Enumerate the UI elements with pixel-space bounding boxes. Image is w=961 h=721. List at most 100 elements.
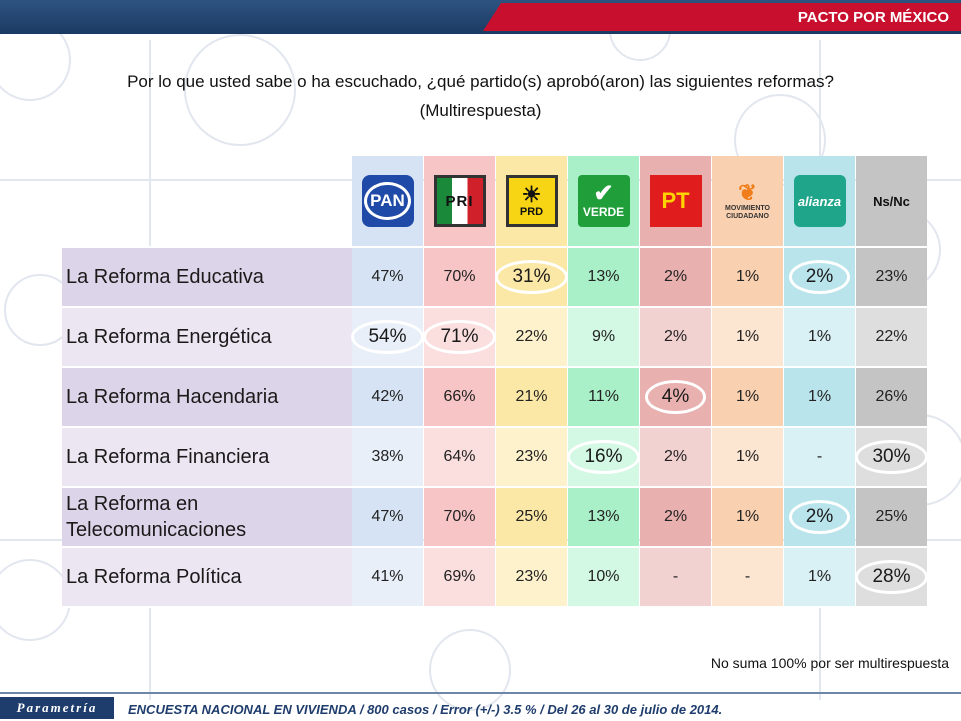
value-cell-verde: 11% xyxy=(568,368,639,426)
value-cell-prd: 22% xyxy=(496,308,567,366)
pan-logo-text: PAN xyxy=(364,182,411,220)
pan-logo-icon: PAN xyxy=(361,175,414,227)
table-row: La Reforma Energética 54% 71% 22% 9% 2% 1% 1% 22… xyxy=(62,308,928,368)
value-cell-nsnc: 30% xyxy=(855,428,928,486)
top-banner: PACTO POR MÉXICO xyxy=(0,0,961,34)
highlighted-value: 30% xyxy=(855,440,928,474)
results-table: PAN PRI ☀ PRD ✔ VERDE PT ❦ MOVIMIENTO CIUDAD… xyxy=(62,156,928,608)
table-row: La Reforma Hacendaria 42% 66% 21% 11% 4% 1% 1% 2… xyxy=(62,368,928,428)
mc-logo-line2: CIUDADANO xyxy=(726,213,769,220)
row-label: La Reforma Política xyxy=(62,548,352,606)
pri-logo-icon: PRI xyxy=(433,175,486,227)
footnote: No suma 100% por ser multirespuesta xyxy=(710,655,949,671)
value-cell-mc: - xyxy=(712,548,783,606)
value-cell-mc: 1% xyxy=(712,488,783,546)
highlighted-value: 71% xyxy=(423,320,496,354)
value-cell-na: - xyxy=(784,428,855,486)
header-prd: ☀ PRD xyxy=(496,156,567,246)
slide-title: PACTO POR MÉXICO xyxy=(483,3,961,31)
row-label: La Reforma Hacendaria xyxy=(62,368,352,426)
table-header-row: PAN PRI ☀ PRD ✔ VERDE PT ❦ MOVIMIENTO CIUDAD… xyxy=(62,156,928,248)
highlighted-value: 4% xyxy=(644,380,707,414)
question-note: (Multirespuesta) xyxy=(419,101,542,120)
value-cell-verde: 16% xyxy=(567,428,640,486)
table-row: La Reforma Financiera 38% 64% 23% 16% 2% 1% -30… xyxy=(62,428,928,488)
row-label: La Reforma Financiera xyxy=(62,428,352,486)
value-cell-nsnc: 23% xyxy=(856,248,927,306)
value-cell-na: 1% xyxy=(784,548,855,606)
value-cell-verde: 13% xyxy=(568,488,639,546)
value-cell-pri: 64% xyxy=(424,428,495,486)
table-row: La Reforma Educativa 47% 70% 31% 13% 2% 1% 2% 23… xyxy=(62,248,928,308)
value-cell-pri: 66% xyxy=(424,368,495,426)
value-cell-pri: 70% xyxy=(424,248,495,306)
header-nsnc: Ns/Nc xyxy=(856,156,927,246)
value-cell-nsnc: 22% xyxy=(856,308,927,366)
value-cell-na: 2% xyxy=(784,488,855,546)
value-cell-pri: 71% xyxy=(423,308,496,366)
header-na: alianza xyxy=(784,156,855,246)
value-cell-pt: 2% xyxy=(640,248,711,306)
value-cell-pan: 42% xyxy=(352,368,423,426)
highlighted-value: 2% xyxy=(788,260,851,294)
value-cell-pt: 2% xyxy=(640,308,711,366)
value-cell-mc: 1% xyxy=(712,308,783,366)
value-cell-pan: 47% xyxy=(352,488,423,546)
brand-logo: Parametría xyxy=(0,697,114,719)
value-cell-prd: 31% xyxy=(495,248,568,306)
verde-logo-icon: ✔ VERDE xyxy=(577,175,630,227)
verde-logo-text: VERDE xyxy=(582,205,625,219)
header-verde: ✔ VERDE xyxy=(568,156,639,246)
value-cell-nsnc: 26% xyxy=(856,368,927,426)
highlighted-value: 28% xyxy=(855,560,928,594)
value-cell-pan: 38% xyxy=(352,428,423,486)
question-text: Por lo que usted sabe o ha escuchado, ¿q… xyxy=(127,72,834,91)
value-cell-pri: 70% xyxy=(424,488,495,546)
value-cell-pt: 2% xyxy=(640,488,711,546)
pt-logo-icon: PT xyxy=(649,175,702,227)
header-pri: PRI xyxy=(424,156,495,246)
highlighted-value: 31% xyxy=(495,260,568,294)
value-cell-na: 2% xyxy=(784,248,855,306)
highlighted-value: 54% xyxy=(351,320,424,354)
value-cell-prd: 21% xyxy=(496,368,567,426)
value-cell-mc: 1% xyxy=(712,368,783,426)
value-cell-verde: 10% xyxy=(568,548,639,606)
survey-info: ENCUESTA NACIONAL EN VIVIENDA / 800 caso… xyxy=(128,702,723,717)
header-pt: PT xyxy=(640,156,711,246)
value-cell-pt: 4% xyxy=(640,368,711,426)
highlighted-value: 16% xyxy=(567,440,640,474)
value-cell-pt: - xyxy=(640,548,711,606)
value-cell-na: 1% xyxy=(784,368,855,426)
value-cell-prd: 23% xyxy=(496,548,567,606)
highlighted-value: 2% xyxy=(788,500,851,534)
value-cell-pt: 2% xyxy=(640,428,711,486)
value-cell-pan: 47% xyxy=(352,248,423,306)
footer-divider xyxy=(0,692,961,694)
header-pan: PAN xyxy=(352,156,423,246)
value-cell-pan: 41% xyxy=(352,548,423,606)
value-cell-mc: 1% xyxy=(712,428,783,486)
value-cell-na: 1% xyxy=(784,308,855,366)
value-cell-prd: 25% xyxy=(496,488,567,546)
value-cell-nsnc: 28% xyxy=(855,548,928,606)
table-row: La Reforma Política 41% 69% 23% 10% - -1% 28% xyxy=(62,548,928,608)
value-cell-prd: 23% xyxy=(496,428,567,486)
value-cell-pan: 54% xyxy=(351,308,424,366)
prd-logo-icon: ☀ PRD xyxy=(505,175,558,227)
value-cell-mc: 1% xyxy=(712,248,783,306)
row-label: La Reforma Energética xyxy=(62,308,352,366)
row-label: La Reforma en Telecomunicaciones xyxy=(62,488,352,546)
nueva-alianza-logo-icon: alianza xyxy=(793,175,846,227)
value-cell-pri: 69% xyxy=(424,548,495,606)
row-label: La Reforma Educativa xyxy=(62,248,352,306)
header-empty-cell xyxy=(62,156,352,246)
header-mc: ❦ MOVIMIENTO CIUDADANO xyxy=(712,156,783,246)
value-cell-nsnc: 25% xyxy=(856,488,927,546)
table-row: La Reforma en Telecomunicaciones 47% 70% 25… xyxy=(62,488,928,548)
value-cell-verde: 13% xyxy=(568,248,639,306)
prd-logo-text: PRD xyxy=(519,206,544,218)
value-cell-verde: 9% xyxy=(568,308,639,366)
movimiento-ciudadano-logo-icon: ❦ MOVIMIENTO CIUDADANO xyxy=(725,180,770,221)
mc-logo-line1: MOVIMIENTO xyxy=(725,205,770,212)
